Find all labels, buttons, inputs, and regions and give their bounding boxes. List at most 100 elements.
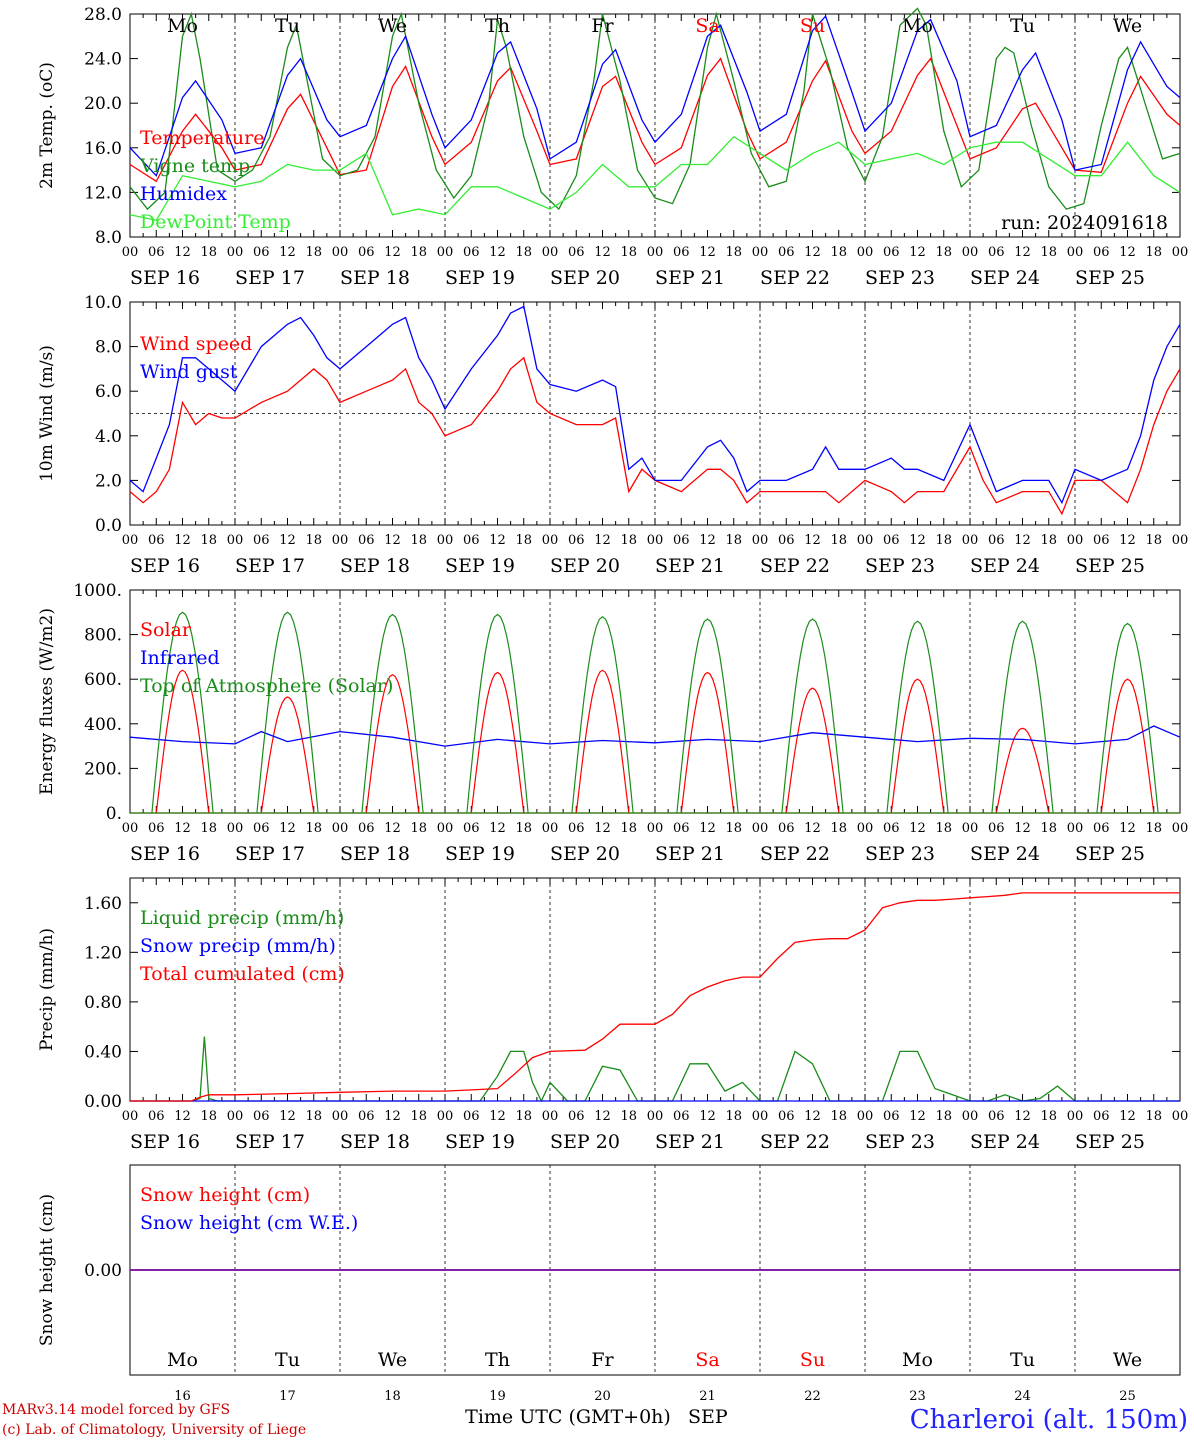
hour-tick-label: 12 [909,533,926,548]
y-tick-label: 1000. [73,581,122,601]
hour-tick-label: 00 [332,245,349,260]
day-number: 16 [174,1389,191,1404]
hour-tick-label: 00 [122,533,139,548]
legend-light_green: DewPoint Temp [140,211,291,233]
hour-tick-label: 12 [1119,1109,1136,1124]
series-green-day [991,620,1054,814]
hour-tick-label: 00 [542,533,559,548]
hour-tick-label: 12 [804,1109,821,1124]
series-red-day [260,696,315,814]
day-label: SEP 24 [970,555,1040,577]
day-label: SEP 25 [1075,1131,1145,1153]
weekday-label-bottom: Su [800,1349,825,1371]
day-label: SEP 16 [130,267,200,289]
y-tick-label: 8.0 [95,338,122,358]
hour-tick-label: 12 [384,245,401,260]
hour-tick-label: 12 [594,245,611,260]
y-tick-label: 0.80 [84,993,122,1013]
series-blue [129,305,1181,505]
hour-tick-label: 00 [962,245,979,260]
hour-tick-label: 18 [830,821,847,836]
hour-tick-label: 00 [542,821,559,836]
hour-tick-label: 18 [305,533,322,548]
y-tick-label: 0.40 [84,1042,122,1062]
hour-tick-label: 06 [778,1109,795,1124]
day-label: SEP 22 [760,1131,830,1153]
day-label: SEP 16 [130,555,200,577]
hour-tick-label: 06 [253,821,270,836]
hour-tick-label: 00 [1172,533,1189,548]
hour-tick-label: 00 [752,533,769,548]
hour-tick-label: 12 [489,533,506,548]
hour-tick-label: 06 [778,821,795,836]
day-number: 21 [699,1389,716,1404]
series-red-day [680,671,735,814]
hour-tick-label: 00 [1172,1109,1189,1124]
legend-red: Wind speed [140,333,252,355]
day-number: 18 [384,1389,401,1404]
hour-tick-label: 00 [1067,1109,1084,1124]
hour-tick-label: 18 [1040,1109,1057,1124]
day-label: SEP 16 [130,843,200,865]
y-tick-label: 12.0 [84,183,122,203]
hour-tick-label: 06 [148,245,165,260]
series-red-day [365,673,420,814]
hour-tick-label: 00 [227,533,244,548]
day-label: SEP 18 [340,843,410,865]
legend-blue: Snow precip (mm/h) [140,935,336,957]
hour-tick-label: 06 [358,821,375,836]
weekday-label-bottom: Tu [1010,1349,1035,1371]
hour-tick-label: 00 [227,1109,244,1124]
legend-blue: Infrared [140,647,220,669]
hour-tick-label: 06 [883,245,900,260]
day-label: SEP 23 [865,267,935,289]
hour-tick-label: 00 [857,533,874,548]
legend-green: Liquid precip (mm/h) [140,907,344,929]
hour-tick-label: 00 [227,245,244,260]
hour-tick-label: 06 [1093,821,1110,836]
hour-tick-label: 06 [568,533,585,548]
series-red [129,356,1181,516]
run-label: run: 2024091618 [1001,212,1168,234]
legend-green: Vigne temp [139,155,250,177]
hour-tick-label: 18 [620,1109,637,1124]
day-label: SEP 19 [445,843,515,865]
day-label: SEP 20 [550,843,620,865]
series-red [129,57,1181,183]
weekday-label: Tu [1010,15,1035,37]
hour-tick-label: 00 [857,1109,874,1124]
weekday-label: Fr [591,15,614,37]
hour-tick-label: 00 [437,533,454,548]
series-red-day [470,671,525,814]
hour-tick-label: 18 [620,533,637,548]
legend-red: Solar [140,619,192,641]
hour-tick-label: 00 [542,245,559,260]
hour-tick-label: 06 [673,1109,690,1124]
hour-tick-label: 00 [1067,245,1084,260]
hour-tick-label: 00 [227,821,244,836]
day-number: 22 [804,1389,821,1404]
x-axis-title: Time UTC (GMT+0h) [465,1406,671,1428]
legend-blue: Snow height (cm W.E.) [140,1212,358,1234]
day-label: SEP 19 [445,555,515,577]
hour-tick-label: 18 [935,1109,952,1124]
y-axis-label: Precip (mm/h) [37,928,57,1051]
legend-blue: Wind gust [140,361,238,383]
hour-tick-label: 12 [1014,821,1031,836]
y-tick-label: 0.00 [84,1261,122,1281]
hour-tick-label: 06 [1093,1109,1110,1124]
day-label: SEP 17 [235,843,305,865]
hour-tick-label: 00 [437,821,454,836]
hour-tick-label: 12 [699,1109,716,1124]
weekday-label: Su [800,15,825,37]
hour-tick-label: 18 [620,245,637,260]
hour-tick-label: 00 [647,245,664,260]
hour-tick-label: 00 [332,533,349,548]
hour-tick-label: 00 [437,245,454,260]
hour-tick-label: 06 [463,821,480,836]
hour-tick-label: 18 [410,245,427,260]
hour-tick-label: 18 [1040,245,1057,260]
y-axis-label: 2m Temp. (oC) [37,62,57,189]
hour-tick-label: 18 [200,533,217,548]
